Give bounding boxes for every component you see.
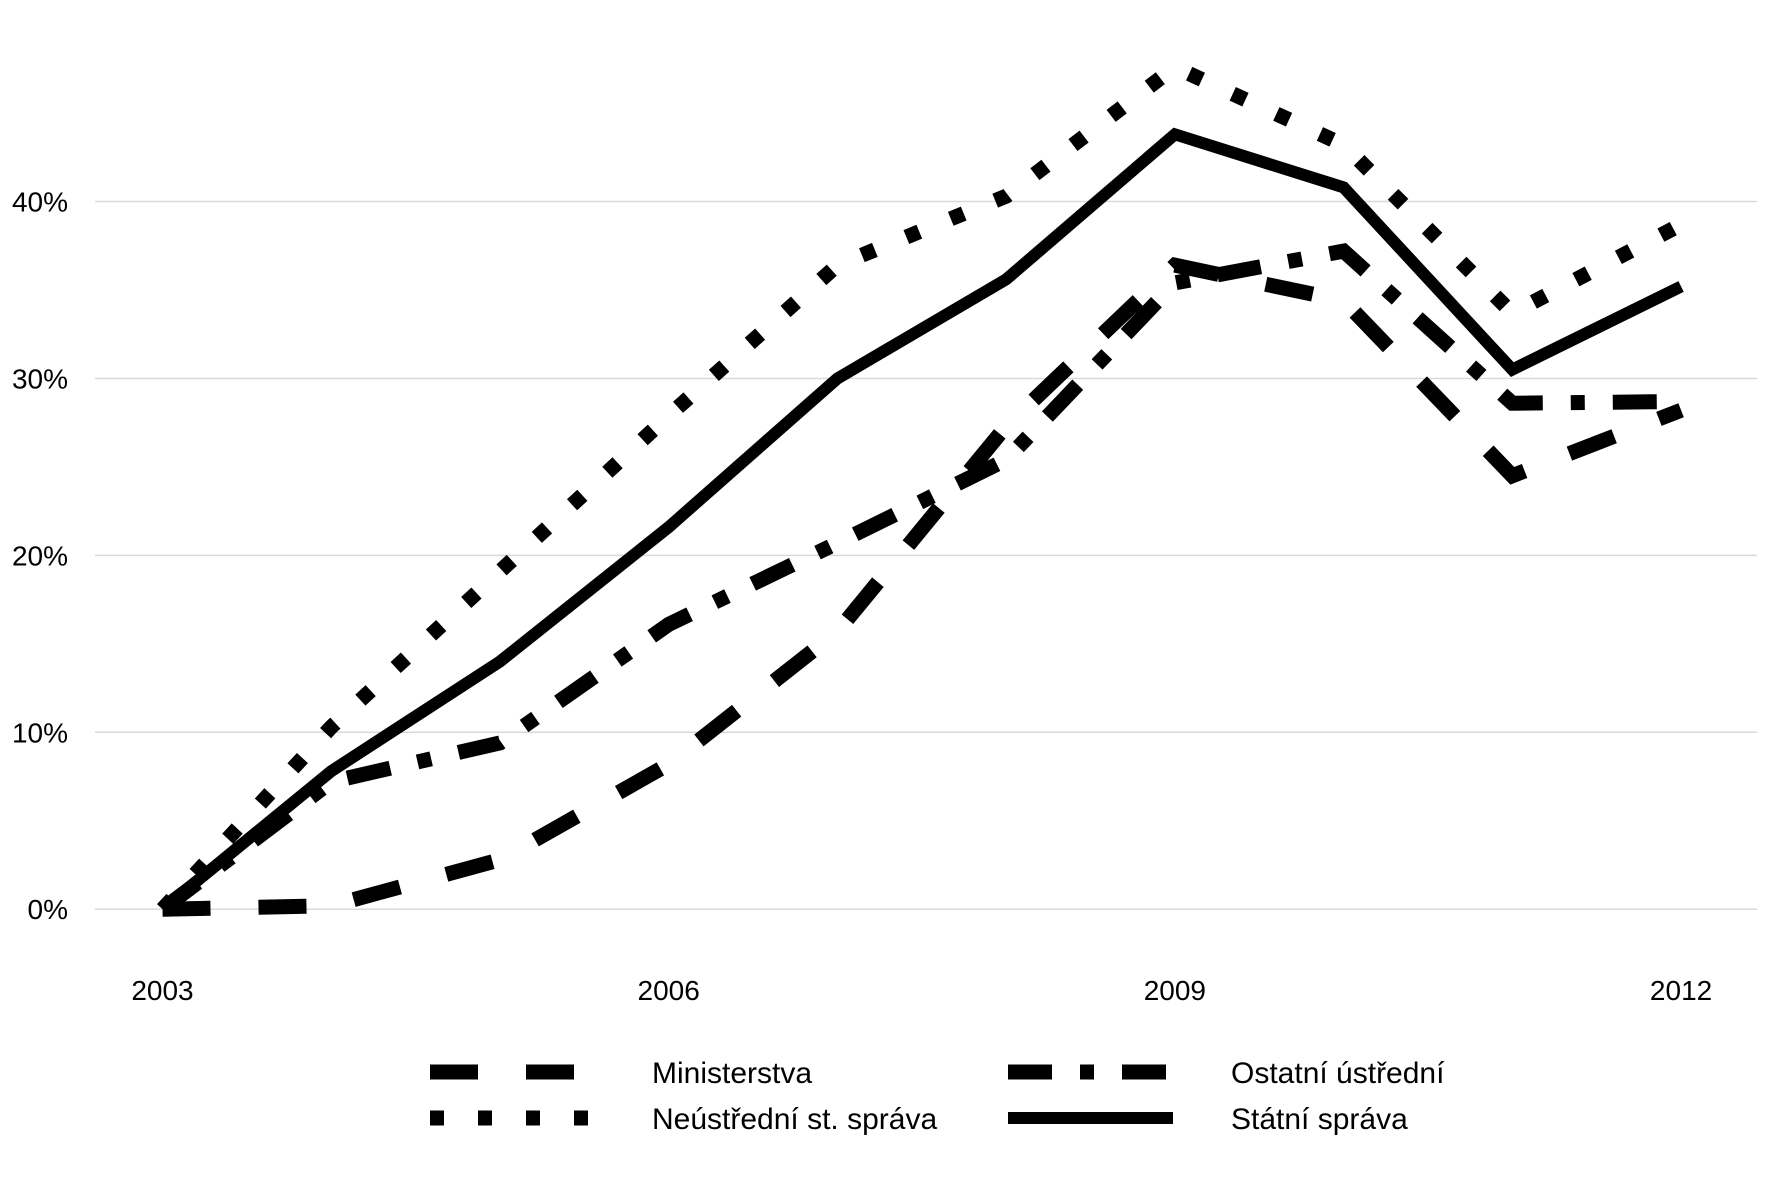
- x-axis-tick-labels: 2003 2006 2009 2012: [131, 975, 1712, 1006]
- y-axis-tick-labels: 0% 10% 20% 30% 40%: [12, 187, 68, 926]
- x-tick-label: 2003: [131, 975, 193, 1006]
- series-line-statni-sprava: [158, 127, 1684, 914]
- series-lines: [156, 58, 1685, 917]
- y-tick-label: 40%: [12, 187, 68, 218]
- y-tick-label: 20%: [12, 540, 68, 571]
- legend-label-ostatni-ustredni: Ostatní ústřední: [1231, 1057, 1445, 1090]
- grid-lines: [95, 200, 1757, 910]
- legend-label-statni-sprava: Státní správa: [1231, 1103, 1408, 1136]
- y-tick-label: 30%: [12, 363, 68, 394]
- x-tick-label: 2009: [1144, 975, 1206, 1006]
- legend: Ministerstva Ostatní ústřední Neústřední s…: [430, 1057, 1445, 1136]
- x-tick-label: 2006: [638, 975, 700, 1006]
- x-tick-label: 2012: [1650, 975, 1712, 1006]
- y-tick-label: 0%: [28, 894, 68, 925]
- y-tick-label: 10%: [12, 717, 68, 748]
- series-line-ostatni-ustredni: [157, 243, 1682, 916]
- legend-label-neustredni-st-sprava: Neústřední st. správa: [652, 1103, 937, 1136]
- legend-label-ministerstva: Ministerstva: [652, 1057, 812, 1090]
- series-line-neustredni-st-sprava: [156, 58, 1685, 915]
- series-line-ministerstva: [162, 257, 1684, 917]
